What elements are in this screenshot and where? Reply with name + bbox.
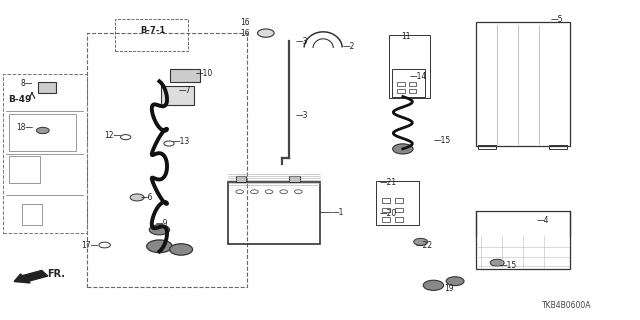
Text: B-49: B-49 xyxy=(8,95,31,104)
Bar xyxy=(383,217,390,222)
Bar xyxy=(22,204,42,225)
Text: 8—: 8— xyxy=(21,79,33,88)
Text: —14: —14 xyxy=(409,72,426,81)
Circle shape xyxy=(490,259,504,266)
Text: 19: 19 xyxy=(444,284,454,293)
Bar xyxy=(397,82,404,86)
Text: FR.: FR. xyxy=(47,269,65,279)
Bar xyxy=(38,82,56,93)
Bar xyxy=(170,69,200,82)
Circle shape xyxy=(250,190,258,194)
Bar xyxy=(395,217,403,222)
Circle shape xyxy=(130,194,144,201)
Bar xyxy=(228,182,320,244)
Text: —9: —9 xyxy=(156,219,168,228)
Circle shape xyxy=(147,240,172,252)
Circle shape xyxy=(423,280,444,290)
Circle shape xyxy=(170,244,193,255)
Bar xyxy=(236,176,246,182)
Bar xyxy=(476,22,570,146)
Bar xyxy=(478,145,496,149)
Circle shape xyxy=(413,238,428,245)
Bar xyxy=(289,176,300,182)
Text: —20: —20 xyxy=(380,209,397,219)
Bar xyxy=(408,89,416,93)
Text: —3: —3 xyxy=(296,111,308,120)
Text: 12—: 12— xyxy=(104,131,121,140)
Circle shape xyxy=(257,29,274,37)
Bar xyxy=(9,114,76,151)
Text: —7: —7 xyxy=(179,86,191,95)
Bar xyxy=(9,156,40,183)
Bar xyxy=(161,86,194,105)
Bar xyxy=(408,82,416,86)
Bar xyxy=(376,181,419,225)
Text: 17—: 17— xyxy=(81,241,99,250)
Text: —2: —2 xyxy=(343,42,355,51)
Text: —13: —13 xyxy=(172,137,189,146)
Text: —15: —15 xyxy=(433,136,451,145)
Text: —4: —4 xyxy=(537,216,549,225)
Circle shape xyxy=(265,190,273,194)
Text: —6: —6 xyxy=(140,193,153,202)
Bar xyxy=(383,208,390,212)
Bar xyxy=(88,33,246,287)
Circle shape xyxy=(236,190,244,194)
Circle shape xyxy=(294,190,302,194)
Bar xyxy=(389,35,430,98)
Text: 16: 16 xyxy=(240,18,250,27)
Circle shape xyxy=(280,190,287,194)
Circle shape xyxy=(36,127,49,134)
Text: —10: —10 xyxy=(196,69,213,78)
Bar xyxy=(383,198,390,203)
FancyArrow shape xyxy=(14,270,48,283)
Text: —1: —1 xyxy=(332,208,344,217)
Text: 11: 11 xyxy=(401,32,411,41)
Text: —21: —21 xyxy=(380,178,396,187)
Bar xyxy=(3,74,88,233)
Bar xyxy=(395,208,403,212)
Bar xyxy=(476,211,570,269)
Circle shape xyxy=(393,144,413,154)
Bar xyxy=(115,19,188,51)
Text: —15: —15 xyxy=(500,261,517,270)
Bar xyxy=(395,198,403,203)
Text: 18—: 18— xyxy=(16,123,33,132)
Bar xyxy=(549,145,567,149)
Text: —3: —3 xyxy=(296,36,308,45)
Text: 16: 16 xyxy=(240,28,250,38)
Bar xyxy=(392,69,425,97)
Circle shape xyxy=(149,225,170,235)
Text: —22: —22 xyxy=(415,241,433,250)
Text: TKB4B0600A: TKB4B0600A xyxy=(541,301,591,310)
Text: B-7-1: B-7-1 xyxy=(140,26,166,36)
Text: —5: —5 xyxy=(550,15,563,24)
Circle shape xyxy=(446,277,464,286)
Bar xyxy=(397,89,404,93)
